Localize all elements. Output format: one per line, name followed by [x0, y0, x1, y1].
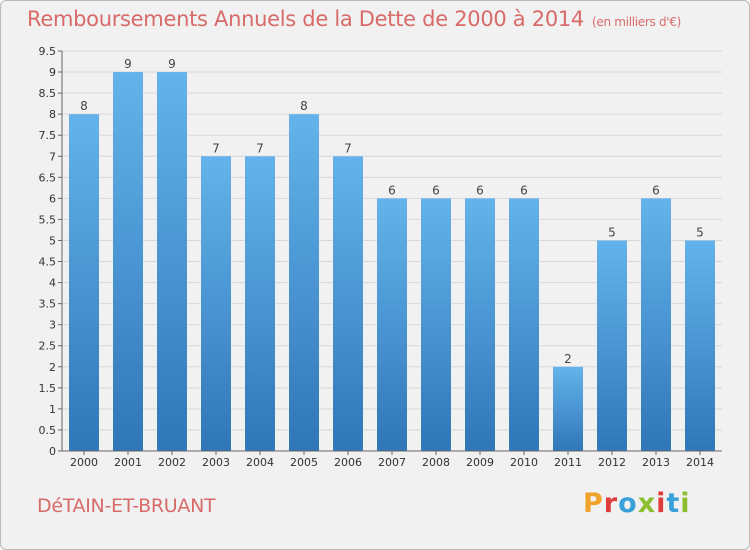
bar-2013	[641, 198, 671, 451]
x-tick-label: 2014	[686, 456, 714, 469]
bar-2002	[157, 72, 187, 451]
x-tick-label: 2005	[290, 456, 318, 469]
y-tick-label: 0.5	[39, 424, 57, 437]
y-tick-label: 3	[49, 319, 56, 332]
data-label: 7	[212, 141, 220, 155]
bar-2000	[69, 114, 99, 451]
bar-2005	[289, 114, 319, 451]
data-label: 6	[652, 183, 660, 197]
x-tick-label: 2002	[158, 456, 186, 469]
y-tick-label: 8	[49, 108, 56, 121]
y-tick-label: 5	[49, 234, 56, 247]
proxiti-logo: Proxiti	[583, 488, 691, 519]
logo-letter: t	[666, 488, 681, 519]
y-tick-label: 1	[49, 403, 56, 416]
data-label: 9	[124, 57, 132, 71]
y-tick-label: 6	[49, 192, 56, 205]
bar-2004	[245, 156, 275, 451]
y-tick-label: 7	[49, 150, 56, 163]
bar-2008	[421, 198, 451, 451]
data-label: 6	[432, 183, 440, 197]
y-tick-label: 4.5	[39, 256, 57, 269]
y-tick-label: 3.5	[39, 298, 57, 311]
bar-2014	[685, 240, 715, 451]
y-tick-label: 2.5	[39, 340, 57, 353]
y-tick-label: 0	[49, 445, 56, 458]
logo-letter: o	[618, 488, 638, 519]
logo-letter: x	[637, 488, 657, 519]
bars	[69, 72, 715, 451]
data-label: 7	[344, 141, 352, 155]
x-tick-label: 2001	[114, 456, 142, 469]
bar-2009	[465, 198, 495, 451]
axes	[58, 50, 722, 455]
x-tick-label: 2007	[378, 456, 406, 469]
bar-2011	[553, 366, 583, 451]
logo-letter: i	[680, 488, 691, 519]
y-tick-label: 5.5	[39, 213, 57, 226]
x-tick-label: 2013	[642, 456, 670, 469]
x-tick-label: 2008	[422, 456, 450, 469]
x-tick-label: 2004	[246, 456, 274, 469]
x-tick-label: 2000	[70, 456, 98, 469]
data-label: 7	[256, 141, 264, 155]
data-label: 8	[80, 99, 88, 113]
x-tick-label: 2009	[466, 456, 494, 469]
data-label: 8	[300, 99, 308, 113]
chart-subtitle: (en milliers d'€)	[592, 15, 682, 29]
chart-title: Remboursements Annuels de la Dette de 20…	[27, 7, 681, 31]
y-tick-label: 9.5	[39, 45, 57, 58]
bar-2001	[113, 72, 143, 451]
bar-2006	[333, 156, 363, 451]
bar-2007	[377, 198, 407, 451]
y-tick-label: 4	[49, 277, 56, 290]
logo-letter: i	[656, 488, 667, 519]
chart-title-text: Remboursements Annuels de la Dette de 20…	[27, 7, 584, 31]
x-tick-label: 2006	[334, 456, 362, 469]
x-tick-label: 2010	[510, 456, 538, 469]
x-tick-label: 2003	[202, 456, 230, 469]
data-label: 6	[520, 183, 528, 197]
logo-letter: r	[603, 488, 619, 519]
bar-2003	[201, 156, 231, 451]
y-tick-label: 8.5	[39, 87, 57, 100]
bar-2010	[509, 198, 539, 451]
y-tick-label: 1.5	[39, 382, 57, 395]
data-label: 6	[476, 183, 484, 197]
x-tick-label: 2011	[554, 456, 582, 469]
data-label: 6	[388, 183, 396, 197]
y-tick-label: 2	[49, 361, 56, 374]
data-label: 5	[696, 225, 704, 239]
y-tick-label: 7.5	[39, 129, 57, 142]
bar-2012	[597, 240, 627, 451]
commune-name: DéTAIN-ET-BRUANT	[37, 495, 216, 517]
data-label: 2	[564, 352, 572, 366]
logo-letter: P	[583, 488, 604, 519]
y-tick-label: 6.5	[39, 171, 57, 184]
labels: 0 0.5 1 1.5 2 2.5 3 3.5 4 4.5 5 5.5 6 6.5 7 7.5 8 8.5 9 9.5…	[39, 45, 715, 469]
x-tick-label: 2012	[598, 456, 626, 469]
data-label: 9	[168, 57, 176, 71]
y-tick-label: 9	[49, 66, 56, 79]
data-label: 5	[608, 225, 616, 239]
